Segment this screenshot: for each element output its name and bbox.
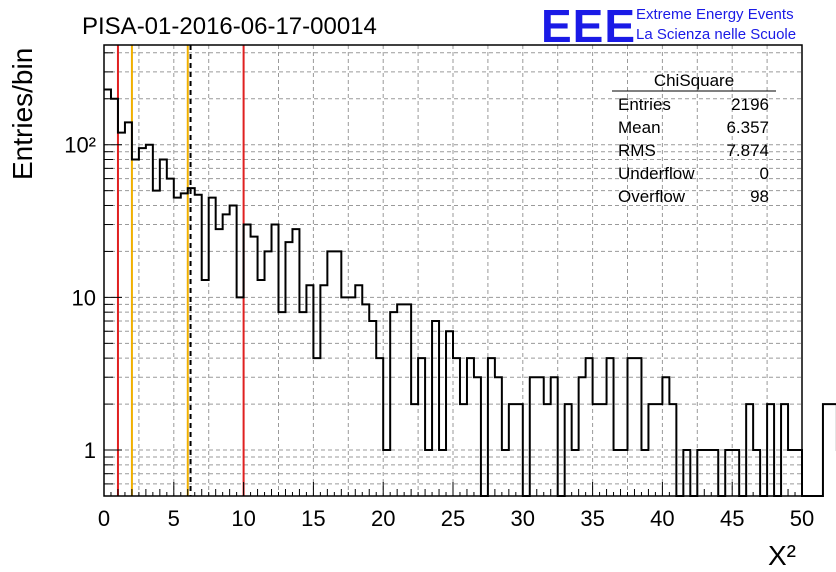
stats-value-mean: 6.357 bbox=[726, 118, 769, 137]
y-tick-label: 10 bbox=[72, 285, 96, 310]
stats-label-rms: RMS bbox=[618, 141, 656, 160]
eee-logo: EEE Extreme Energy Events La Scienza nel… bbox=[541, 0, 796, 52]
axis-ticks bbox=[103, 52, 803, 497]
grid bbox=[104, 45, 802, 497]
chart-title: PISA-01-2016-06-17-00014 bbox=[82, 13, 377, 40]
stats-label-entries: Entries bbox=[618, 95, 671, 114]
x-tick-label: 45 bbox=[720, 506, 744, 531]
y-tick-label: 10² bbox=[64, 133, 96, 158]
logo-line-1: Extreme Energy Events bbox=[636, 6, 794, 23]
x-tick-label: 30 bbox=[511, 506, 535, 531]
stats-value-overflow: 98 bbox=[750, 187, 769, 206]
stats-value-underflow: 0 bbox=[760, 164, 769, 183]
histogram-series bbox=[104, 88, 836, 497]
x-tick-label: 20 bbox=[371, 506, 395, 531]
x-tick-label: 15 bbox=[301, 506, 325, 531]
x-tick-label: 0 bbox=[98, 506, 110, 531]
y-axis-title: Entries/bin bbox=[7, 48, 38, 180]
stats-title: ChiSquare bbox=[654, 71, 734, 90]
stats-label-underflow: Underflow bbox=[618, 164, 695, 183]
stats-label-overflow: Overflow bbox=[618, 187, 686, 206]
logo-mark: EEE bbox=[541, 0, 636, 52]
reference-lines bbox=[116, 45, 245, 496]
x-tick-label: 5 bbox=[168, 506, 180, 531]
x-tick-label: 40 bbox=[650, 506, 674, 531]
tick-labels: 0 5 10 15 20 25 30 35 40 45 50 1 10 10² bbox=[64, 133, 814, 531]
logo-line-2: La Scienza nelle Scuole bbox=[636, 26, 796, 43]
stats-label-mean: Mean bbox=[618, 118, 661, 137]
x-tick-label: 25 bbox=[441, 506, 465, 531]
x-axis-title: X² bbox=[768, 540, 796, 571]
y-tick-label: 1 bbox=[84, 438, 96, 463]
stats-value-rms: 7.874 bbox=[726, 141, 769, 160]
stats-box: ChiSquare Entries 2196 Mean 6.357 RMS 7.… bbox=[612, 71, 776, 206]
x-tick-label: 50 bbox=[790, 506, 814, 531]
stats-value-entries: 2196 bbox=[731, 95, 769, 114]
x-tick-label: 35 bbox=[580, 506, 604, 531]
x-tick-label: 10 bbox=[231, 506, 255, 531]
